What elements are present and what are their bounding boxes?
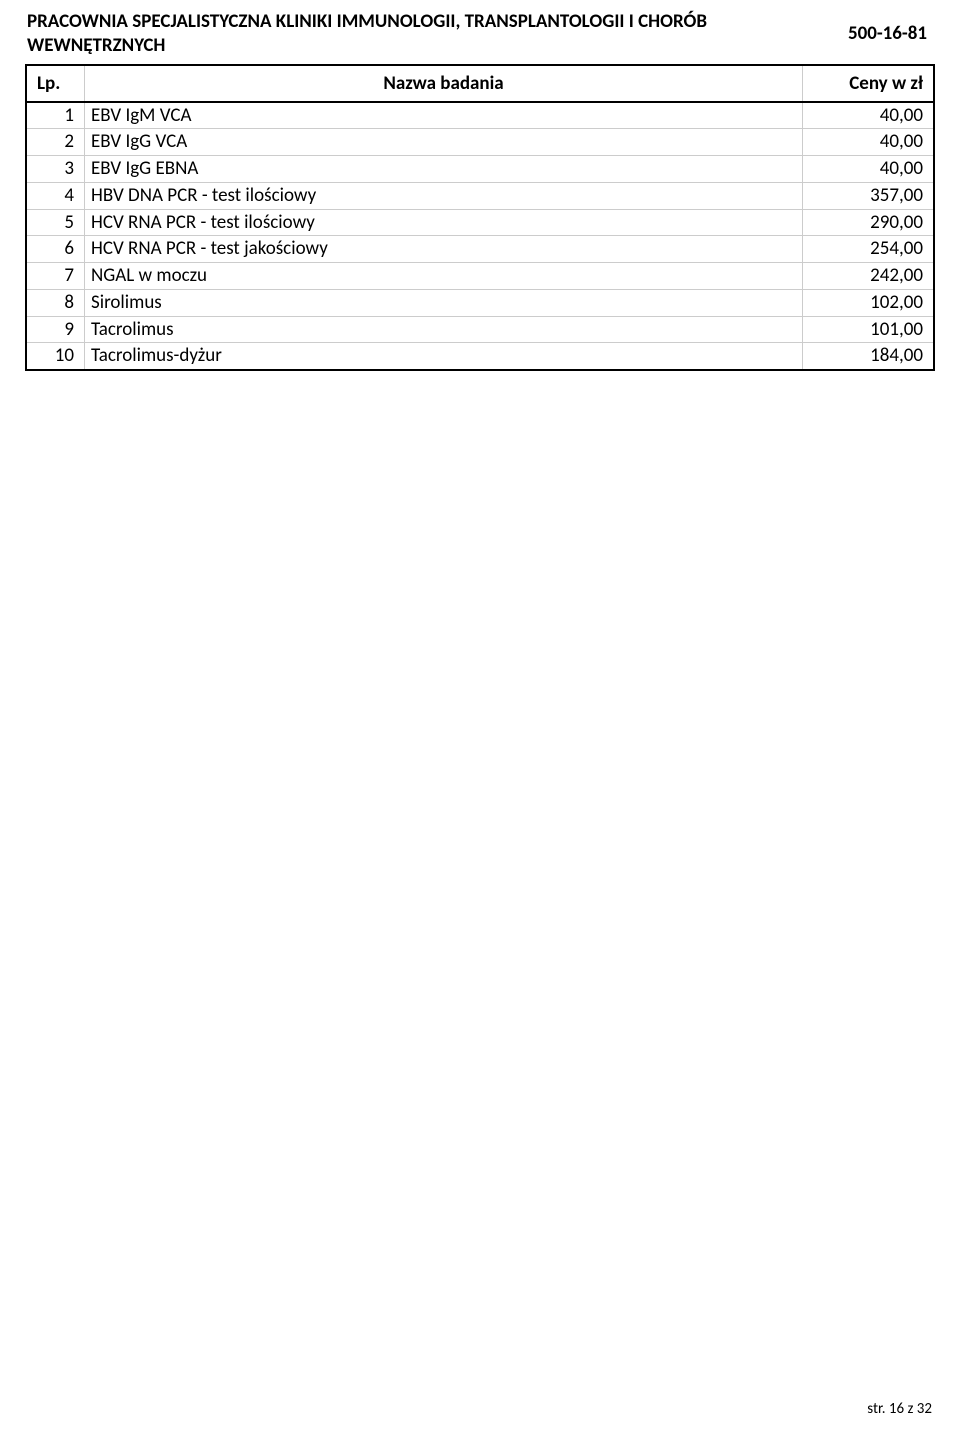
table-row: 7 NGAL w moczu 242,00	[27, 262, 933, 289]
cell-name: HCV RNA PCR - test jakościowy	[85, 236, 803, 262]
phone-number: 500-16-81	[848, 22, 927, 45]
table-row: 8 Sirolimus 102,00	[27, 289, 933, 316]
cell-lp: 3	[27, 156, 85, 182]
table-row: 3 EBV IgG EBNA 40,00	[27, 155, 933, 182]
table-row: 9 Tacrolimus 101,00	[27, 316, 933, 343]
table-row: 5 HCV RNA PCR - test ilościowy 290,00	[27, 209, 933, 236]
cell-price: 101,00	[803, 317, 933, 343]
table-row: 10 Tacrolimus-dyżur 184,00	[27, 342, 933, 369]
cell-name: EBV IgG VCA	[85, 129, 803, 155]
cell-price: 357,00	[803, 183, 933, 209]
cell-lp: 9	[27, 317, 85, 343]
cell-name: Sirolimus	[85, 290, 803, 316]
cell-price: 184,00	[803, 343, 933, 369]
cell-lp: 5	[27, 210, 85, 236]
cell-lp: 6	[27, 236, 85, 262]
cell-lp: 1	[27, 103, 85, 129]
cell-name: HCV RNA PCR - test ilościowy	[85, 210, 803, 236]
table-body: 1 EBV IgM VCA 40,00 2 EBV IgG VCA 40,00 …	[27, 103, 933, 370]
price-table: Lp. Nazwa badania Ceny w zł 1 EBV IgM VC…	[25, 64, 935, 372]
cell-price: 254,00	[803, 236, 933, 262]
page-title: PRACOWNIA SPECJALISTYCZNA KLINIKI IMMUNO…	[27, 10, 787, 58]
col-header-lp: Lp.	[27, 66, 85, 101]
table-header: Lp. Nazwa badania Ceny w zł	[27, 66, 933, 103]
cell-name: HBV DNA PCR - test ilościowy	[85, 183, 803, 209]
cell-price: 290,00	[803, 210, 933, 236]
page-header: PRACOWNIA SPECJALISTYCZNA KLINIKI IMMUNO…	[25, 10, 935, 64]
cell-lp: 7	[27, 263, 85, 289]
col-header-price: Ceny w zł	[803, 66, 933, 101]
cell-name: NGAL w moczu	[85, 263, 803, 289]
cell-name: EBV IgG EBNA	[85, 156, 803, 182]
col-header-name: Nazwa badania	[85, 66, 803, 101]
cell-price: 40,00	[803, 103, 933, 129]
cell-price: 242,00	[803, 263, 933, 289]
cell-lp: 8	[27, 290, 85, 316]
cell-name: Tacrolimus	[85, 317, 803, 343]
cell-price: 102,00	[803, 290, 933, 316]
cell-name: EBV IgM VCA	[85, 103, 803, 129]
page-footer: str. 16 z 32	[867, 1400, 932, 1418]
cell-price: 40,00	[803, 156, 933, 182]
table-row: 2 EBV IgG VCA 40,00	[27, 128, 933, 155]
cell-lp: 4	[27, 183, 85, 209]
cell-price: 40,00	[803, 129, 933, 155]
cell-lp: 10	[27, 343, 85, 369]
table-row: 4 HBV DNA PCR - test ilościowy 357,00	[27, 182, 933, 209]
table-row: 1 EBV IgM VCA 40,00	[27, 103, 933, 129]
cell-name: Tacrolimus-dyżur	[85, 343, 803, 369]
cell-lp: 2	[27, 129, 85, 155]
table-row: 6 HCV RNA PCR - test jakościowy 254,00	[27, 235, 933, 262]
